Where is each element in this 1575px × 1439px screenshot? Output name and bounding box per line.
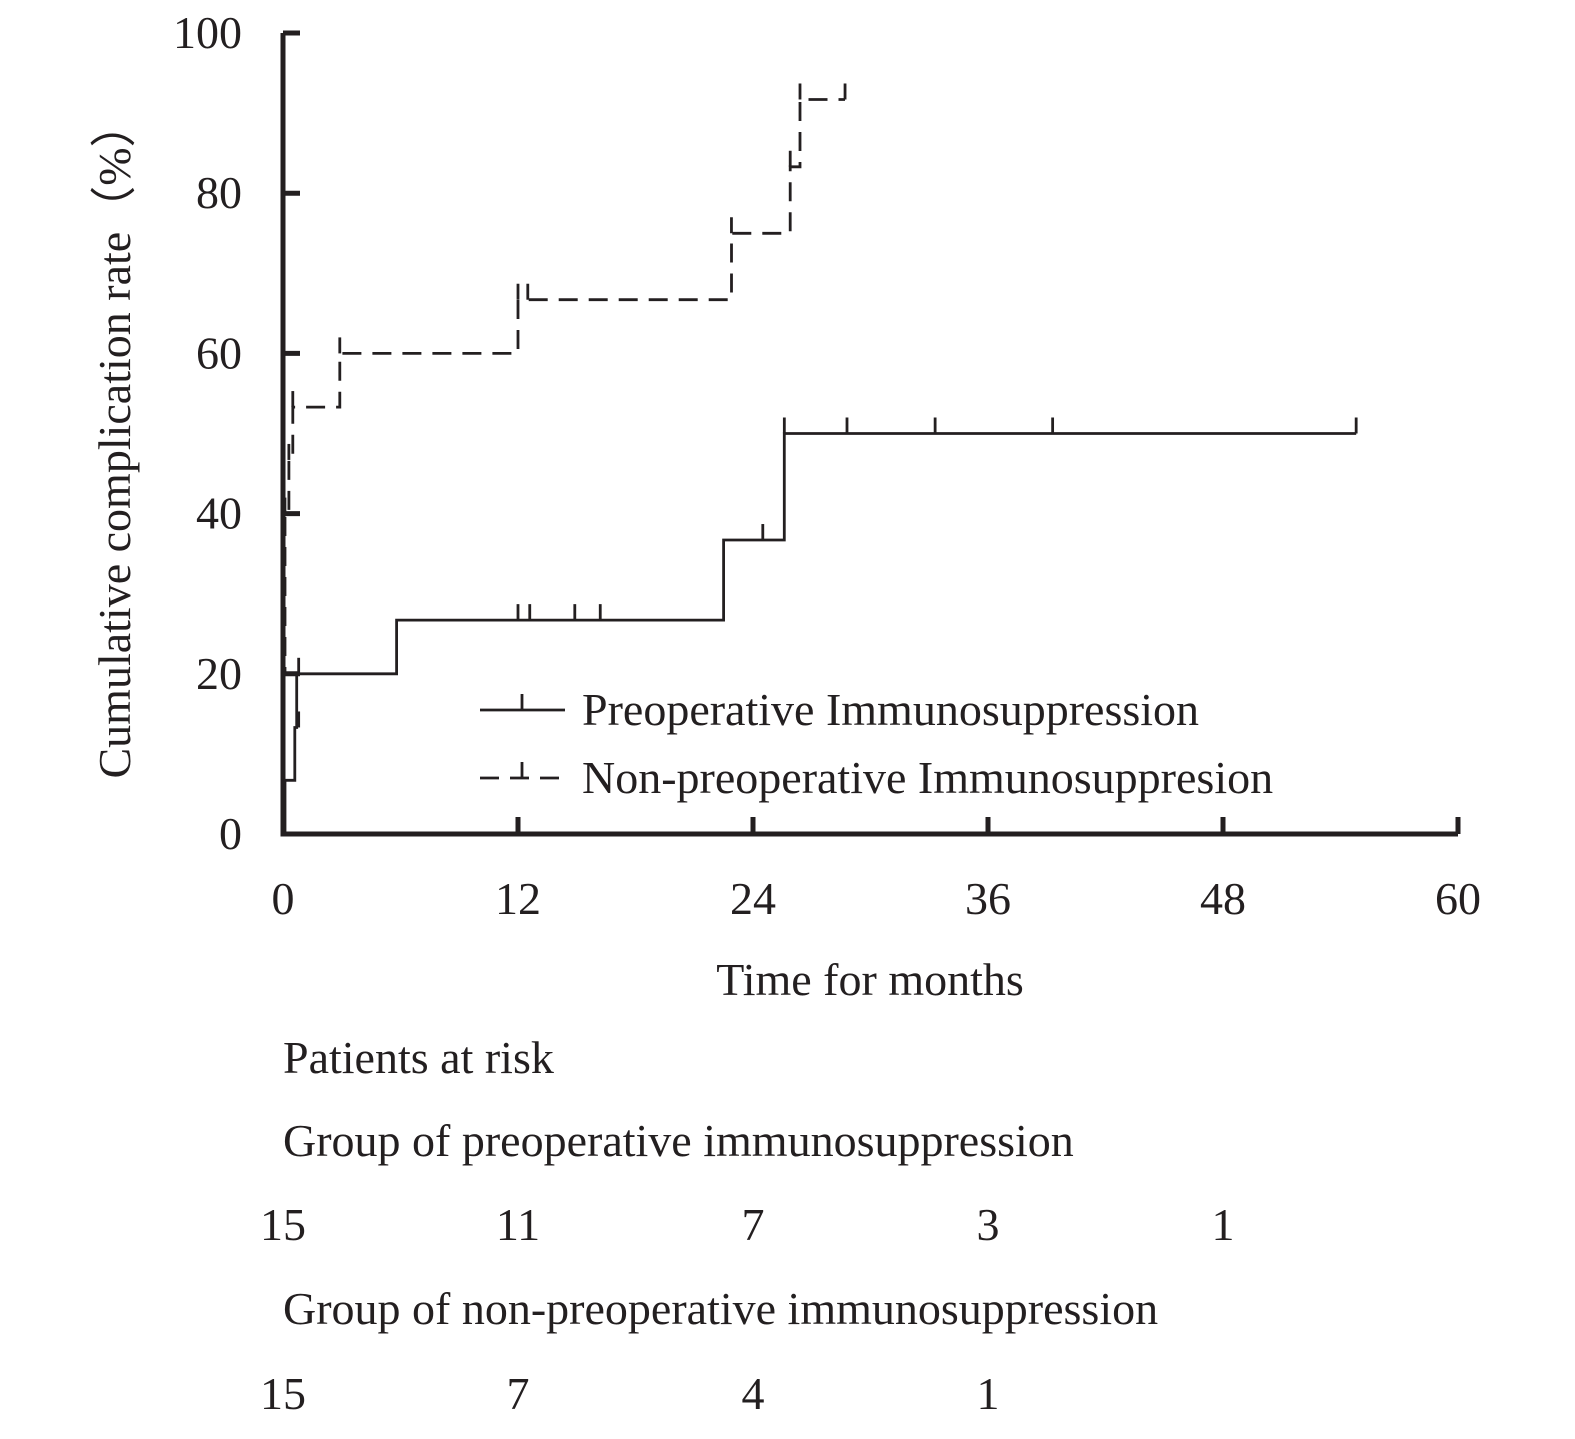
risk-count: 11	[496, 1199, 540, 1250]
legend-label-2: Non-preoperative Immunosuppresion	[582, 752, 1273, 803]
risk-count: 1	[977, 1368, 1000, 1419]
axis-lines	[280, 33, 1458, 837]
y-tick-label: 60	[196, 327, 242, 378]
risk-count: 15	[260, 1368, 306, 1419]
risk-row-label-2: Group of non-preoperative immunosuppress…	[283, 1283, 1158, 1334]
y-tick-label: 100	[173, 7, 242, 58]
risk-row-label-1: Group of preoperative immunosuppression	[283, 1115, 1074, 1166]
x-tick-label: 36	[965, 873, 1011, 924]
risk-count: 3	[977, 1199, 1000, 1250]
legend: Preoperative Immunosuppression Non-preope…	[480, 684, 1273, 803]
risk-table: Patients at risk Group of preoperative i…	[260, 1032, 1235, 1419]
y-tick-label: 0	[219, 808, 242, 859]
x-tick-label: 12	[495, 873, 541, 924]
axes: 0 20 40 60 80 100 0 12 24 36 48 60	[173, 7, 1481, 924]
x-tick-label: 60	[1435, 873, 1481, 924]
x-tick-label: 0	[272, 873, 295, 924]
x-tick-label: 24	[730, 873, 776, 924]
risk-count: 7	[507, 1368, 530, 1419]
risk-count: 1	[1212, 1199, 1235, 1250]
y-axis-label: Cumulative complication rate（%）	[89, 101, 140, 778]
y-tick-label: 20	[196, 648, 242, 699]
x-axis-label: Time for months	[716, 954, 1024, 1005]
y-tick-label: 80	[196, 167, 242, 218]
series-line-1	[283, 432, 1357, 836]
risk-count: 15	[260, 1199, 306, 1250]
risk-values: 15 11 7 3 1 15 7 4 1	[260, 1199, 1235, 1419]
y-tick-label: 40	[196, 488, 242, 539]
x-tick-label: 48	[1200, 873, 1246, 924]
risk-count: 7	[742, 1199, 765, 1250]
legend-label-1: Preoperative Immunosuppression	[582, 684, 1199, 735]
risk-table-title: Patients at risk	[283, 1032, 554, 1083]
risk-count: 4	[742, 1368, 765, 1419]
